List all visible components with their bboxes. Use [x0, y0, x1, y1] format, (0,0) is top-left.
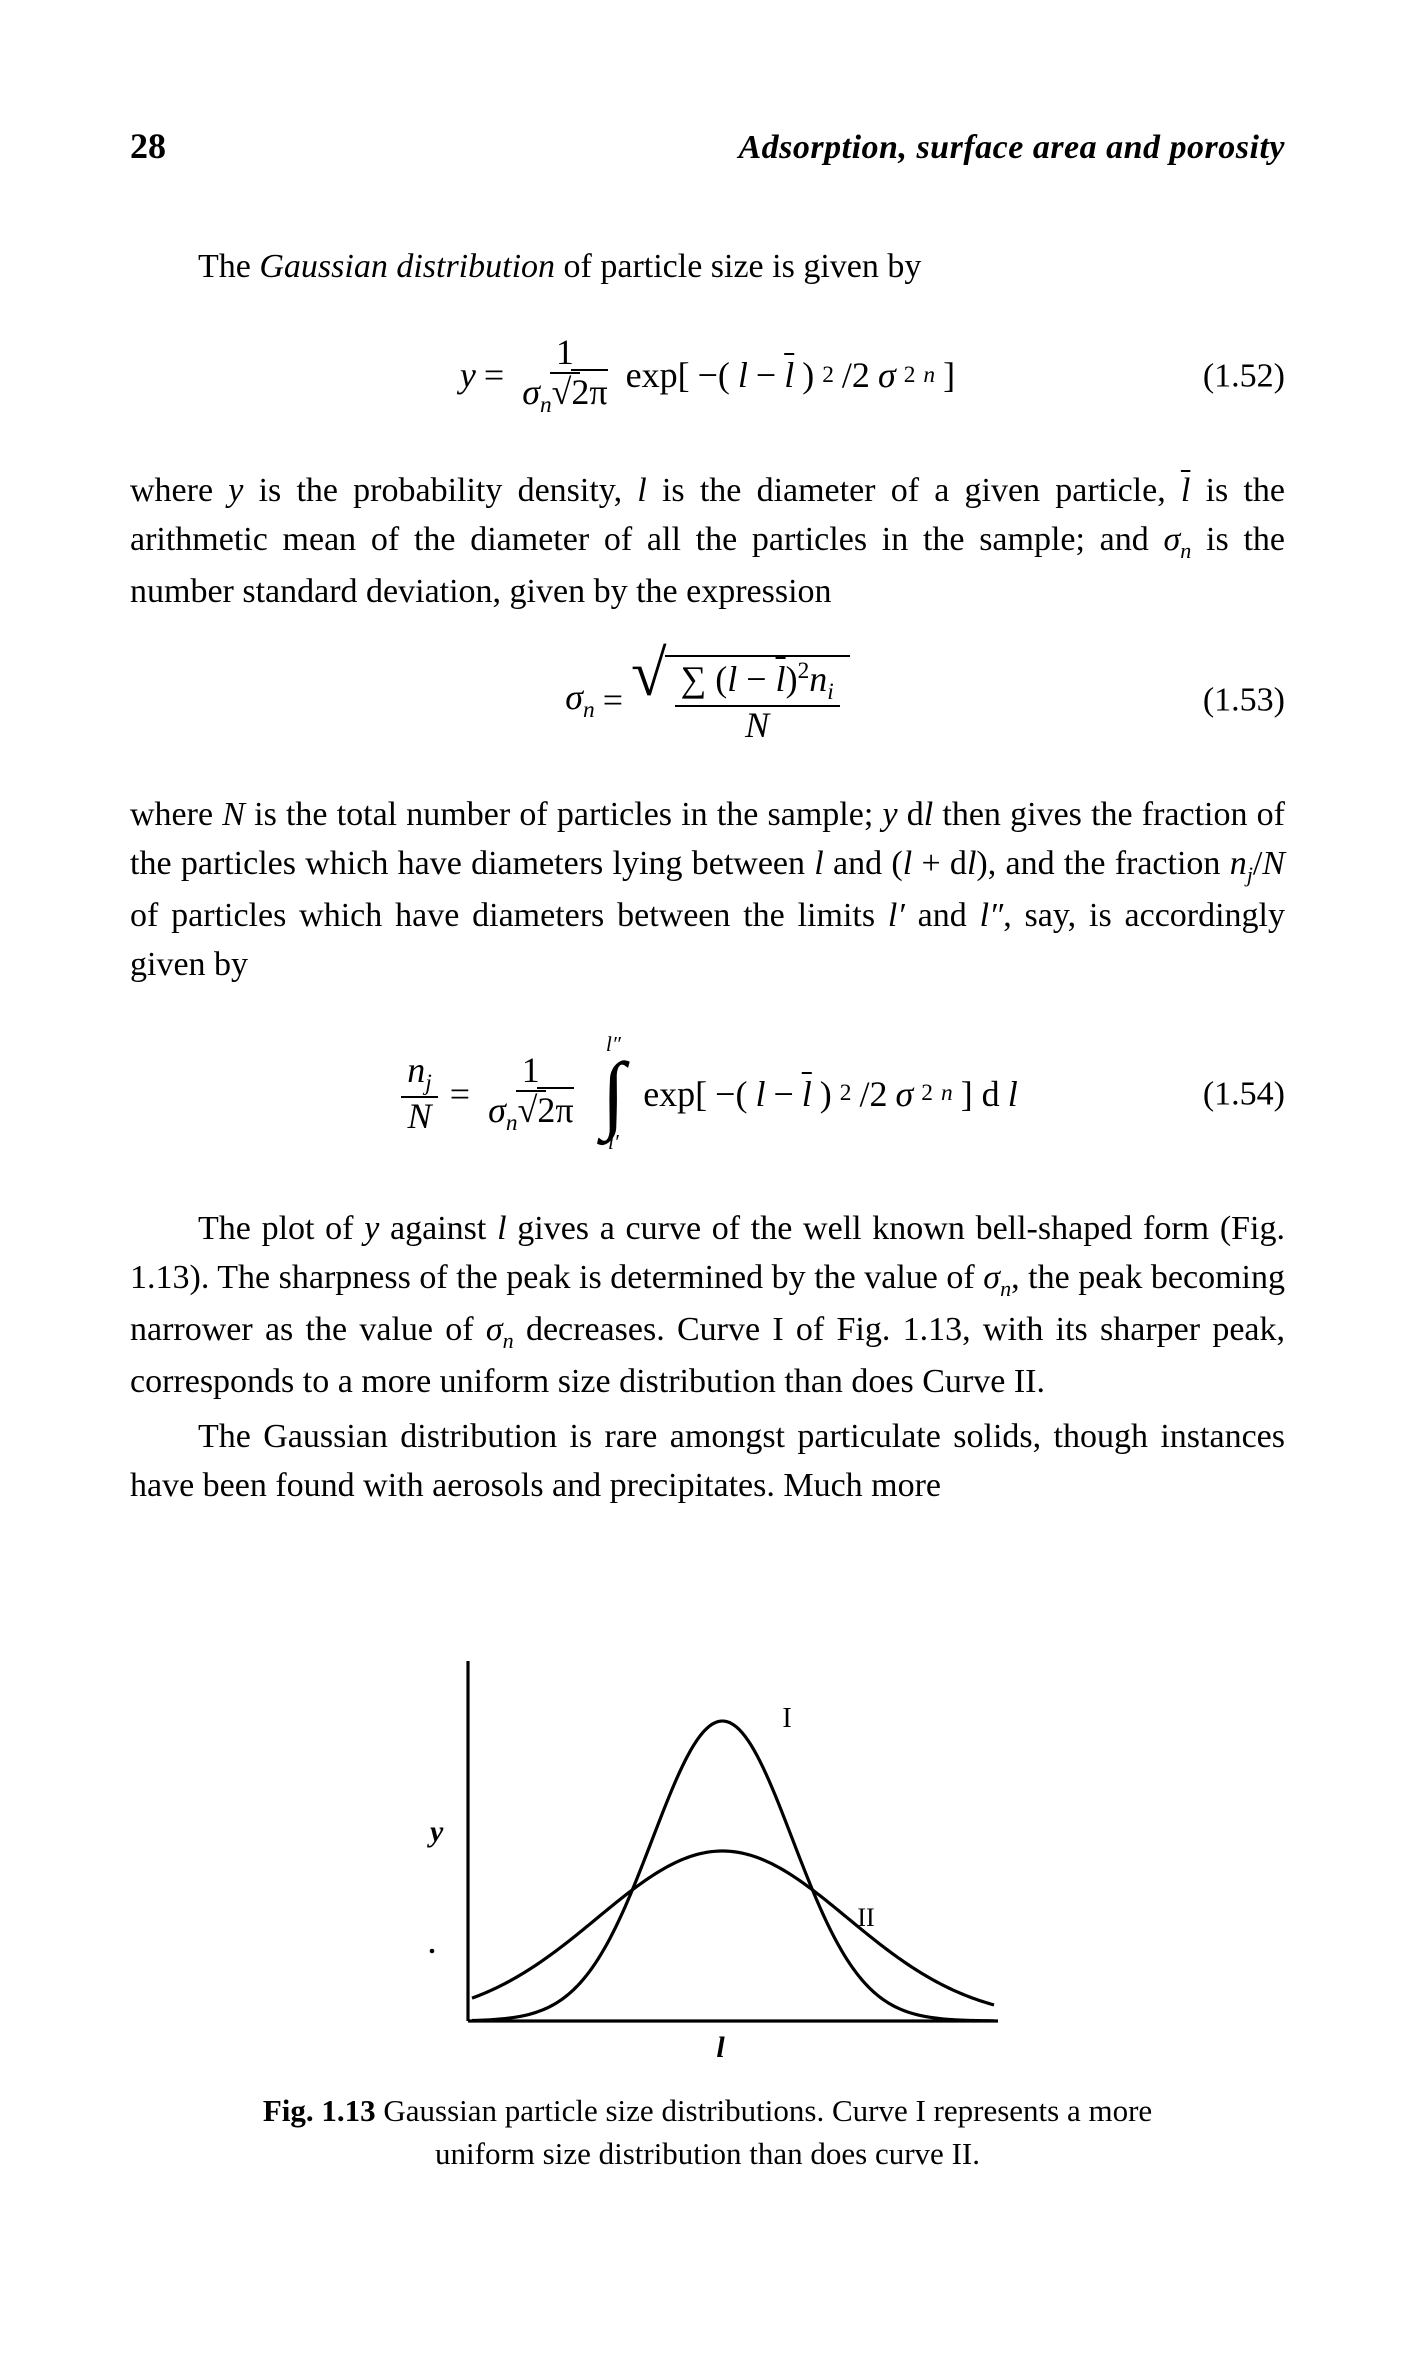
equation-1-54: nj N = 1 σn√2π l″ ∫ l′ exp[−(l − l)2/2σ2…: [130, 1014, 1285, 1174]
svg-text:l: l: [716, 2031, 725, 2064]
page-number: 28: [130, 120, 166, 172]
svg-text:I: I: [782, 1703, 791, 1734]
equation-body: nj N = 1 σn√2π l″ ∫ l′ exp[−(l − l)2/2σ2…: [397, 1035, 1017, 1152]
text: The: [198, 248, 259, 285]
svg-text:y: y: [427, 1815, 444, 1848]
page: 28 Adsorption, surface area and porosity…: [0, 0, 1415, 2371]
equation-1-52: y = 1 σn√2π exp[−(l − l)2/2σ2n] (1.52): [130, 316, 1285, 436]
paragraph-2: where y is the probability density, l is…: [130, 466, 1285, 616]
caption-text: Gaussian particle size distributions. Cu…: [376, 2093, 1153, 2171]
gaussian-plot: ylIII: [388, 1631, 1028, 2071]
equation-number: (1.54): [1203, 1069, 1285, 1118]
svg-text:II: II: [857, 1903, 874, 1932]
paragraph-3: where N is the total number of particles…: [130, 790, 1285, 990]
text-italic: Gaussian distribution: [259, 248, 555, 285]
text: of particle size is given by: [555, 248, 921, 285]
paragraph-5: The Gaussian distribution is rare amongs…: [130, 1412, 1285, 1511]
equation-1-53: σn = √ ∑ (l − l)2ni N (1.53): [130, 640, 1285, 760]
equation-body: y = 1 σn√2π exp[−(l − l)2/2σ2n]: [460, 334, 955, 418]
figure-caption: Fig. 1.13 Gaussian particle size distrib…: [248, 2089, 1168, 2176]
caption-label: Fig. 1.13: [263, 2093, 376, 2128]
figure-1-13: ylIII Fig. 1.13 Gaussian particle size d…: [130, 1631, 1285, 2176]
paragraph-1: The Gaussian distribution of particle si…: [130, 242, 1285, 291]
running-title: Adsorption, surface area and porosity: [739, 123, 1286, 172]
page-header: 28 Adsorption, surface area and porosity: [130, 120, 1285, 172]
equation-number: (1.52): [1203, 351, 1285, 400]
equation-body: σn = √ ∑ (l − l)2ni N: [565, 655, 850, 745]
equation-number: (1.53): [1203, 675, 1285, 724]
paragraph-4: The plot of y against l gives a curve of…: [130, 1204, 1285, 1406]
